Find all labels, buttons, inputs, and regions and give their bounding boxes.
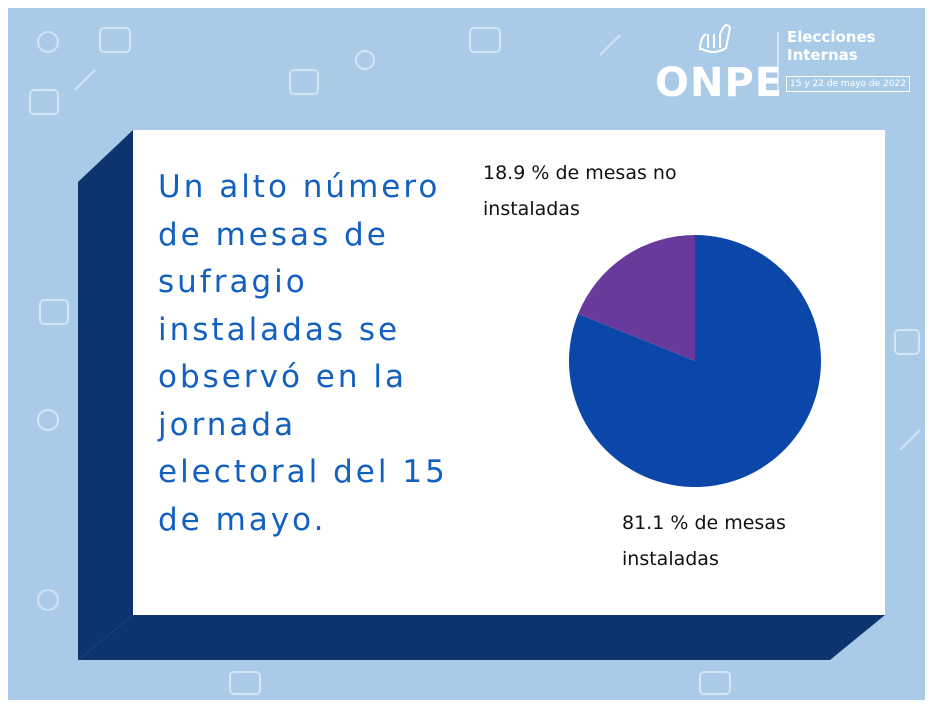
event-dates: 15 y 22 de mayo de 2022: [786, 76, 910, 92]
pie-label: 18.9 % de mesas no instaladas: [483, 155, 678, 227]
pie: [569, 235, 821, 487]
box-side: [78, 130, 133, 660]
logo-name: ONPE: [655, 60, 783, 106]
pie-label: 81.1 % de mesas instaladas: [622, 505, 817, 577]
event-title: Internas: [787, 46, 858, 64]
headline: Un alto número de mesas de sufragio inst…: [158, 164, 468, 544]
box-bottom: [78, 615, 885, 660]
page: ONPE Elecciones Internas 15 y 22 de mayo…: [0, 0, 933, 708]
event-title: Elecciones: [787, 28, 876, 46]
